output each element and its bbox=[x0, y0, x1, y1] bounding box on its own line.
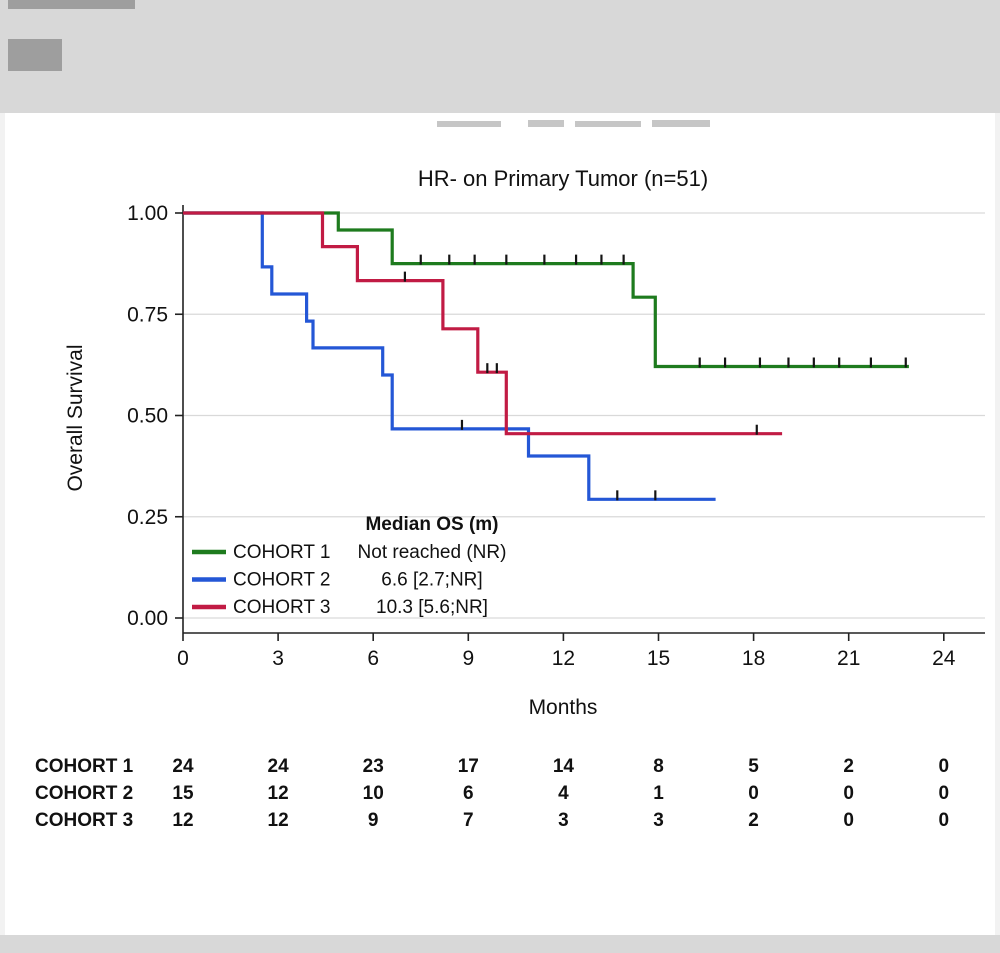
risk-count: 4 bbox=[558, 783, 569, 804]
risk-count: 0 bbox=[843, 783, 854, 804]
chrome-block bbox=[8, 39, 62, 71]
risk-row-label: COHORT 2 bbox=[35, 783, 133, 804]
risk-count: 8 bbox=[653, 756, 664, 777]
risk-count: 2 bbox=[748, 810, 759, 831]
risk-count: 0 bbox=[939, 756, 950, 777]
risk-count: 17 bbox=[458, 756, 479, 777]
x-tick-label: 12 bbox=[552, 647, 575, 670]
scan-artifact bbox=[437, 121, 501, 127]
y-tick-label: 0.50 bbox=[127, 405, 168, 428]
km-curve-cohort-1 bbox=[183, 211, 909, 369]
x-tick-label: 6 bbox=[367, 647, 379, 670]
risk-count: 1 bbox=[653, 783, 664, 804]
risk-count: 6 bbox=[463, 783, 474, 804]
legend-label-cohort-2: COHORT 2 bbox=[233, 570, 331, 591]
x-tick-label: 0 bbox=[177, 647, 189, 670]
x-tick-label: 18 bbox=[742, 647, 765, 670]
risk-count: 7 bbox=[463, 810, 474, 831]
km-curve-cohort-2 bbox=[183, 211, 716, 501]
km-survival-chart: 1.000.750.500.250.000 3 6 9 12 15 18 21 24Months… bbox=[35, 166, 985, 831]
risk-count: 24 bbox=[268, 756, 290, 777]
risk-count: 12 bbox=[268, 783, 289, 804]
x-axis-title: Months bbox=[529, 696, 598, 719]
y-tick-label: 1.00 bbox=[127, 202, 168, 225]
risk-count: 3 bbox=[558, 810, 569, 831]
y-tick-label: 0.75 bbox=[127, 303, 168, 326]
risk-row-label: COHORT 1 bbox=[35, 756, 134, 777]
risk-count: 10 bbox=[363, 783, 384, 804]
risk-row-label: COHORT 3 bbox=[35, 810, 133, 831]
risk-count: 0 bbox=[843, 810, 854, 831]
legend-label-cohort-1: COHORT 1 bbox=[233, 542, 331, 563]
y-tick-label: 0.25 bbox=[127, 506, 168, 529]
risk-count: 14 bbox=[553, 756, 575, 777]
y-axis-title: Overall Survival bbox=[64, 344, 87, 491]
x-tick-label: 24 bbox=[932, 647, 956, 670]
risk-count: 23 bbox=[363, 756, 384, 777]
risk-count: 0 bbox=[939, 783, 950, 804]
scan-artifact bbox=[652, 120, 710, 127]
scan-artifact bbox=[528, 120, 564, 127]
document-page bbox=[5, 113, 995, 935]
window-chrome-bottom bbox=[0, 935, 1000, 953]
risk-count: 0 bbox=[748, 783, 759, 804]
chart-title: HR- on Primary Tumor (n=51) bbox=[418, 166, 708, 191]
legend-value-cohort-1: Not reached (NR) bbox=[358, 542, 507, 563]
km-curve-cohort-3 bbox=[183, 211, 783, 436]
risk-count: 5 bbox=[748, 756, 759, 777]
legend-label-cohort-3: COHORT 3 bbox=[233, 597, 331, 618]
legend-value-cohort-3: 10.3 [5.6;NR] bbox=[376, 597, 488, 618]
risk-count: 9 bbox=[368, 810, 379, 831]
y-tick-label: 0.00 bbox=[127, 607, 168, 630]
risk-count: 0 bbox=[939, 810, 950, 831]
x-tick-label: 3 bbox=[272, 647, 284, 670]
risk-count: 12 bbox=[268, 810, 289, 831]
x-tick-label: 15 bbox=[647, 647, 670, 670]
x-tick-label: 21 bbox=[837, 647, 860, 670]
risk-count: 24 bbox=[172, 756, 194, 777]
legend-header: Median OS (m) bbox=[365, 514, 498, 535]
risk-count: 2 bbox=[843, 756, 854, 777]
risk-count: 3 bbox=[653, 810, 664, 831]
legend-value-cohort-2: 6.6 [2.7;NR] bbox=[381, 570, 482, 591]
chrome-block bbox=[8, 0, 135, 9]
window-chrome-top bbox=[0, 0, 1000, 113]
x-tick-label: 9 bbox=[462, 647, 474, 670]
scan-artifact bbox=[575, 121, 641, 127]
risk-count: 15 bbox=[172, 783, 194, 804]
risk-count: 12 bbox=[172, 810, 193, 831]
